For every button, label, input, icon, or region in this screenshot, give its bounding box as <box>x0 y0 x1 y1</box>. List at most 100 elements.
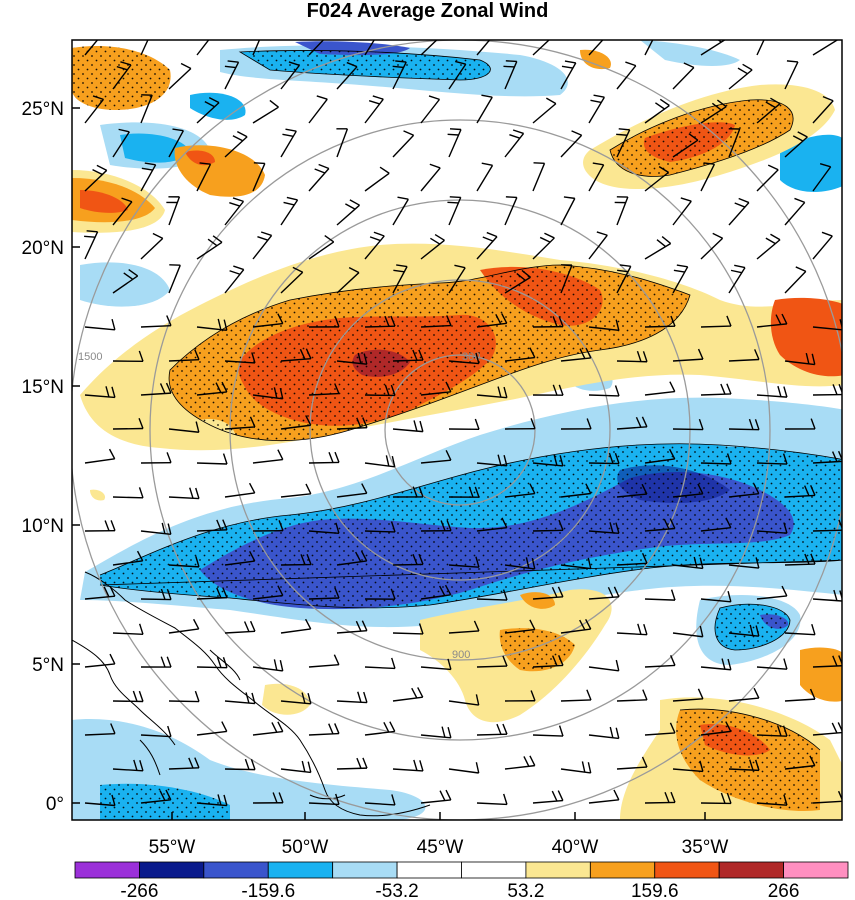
wind-barb <box>560 761 592 774</box>
wind-barb <box>196 721 228 736</box>
wind-barb <box>560 347 592 362</box>
wind-barb <box>784 755 816 770</box>
wind-barb <box>588 319 620 332</box>
wind-barb <box>140 789 172 804</box>
wind-barb <box>504 418 536 430</box>
lon-tick-label: 45°W <box>417 837 464 858</box>
wind-barb <box>812 163 832 192</box>
wind-barb <box>84 386 116 399</box>
wind-barb <box>447 128 462 158</box>
wind-barb <box>140 40 149 56</box>
colorbar-label: -159.6 <box>241 881 295 900</box>
wind-barb <box>504 690 536 702</box>
wind-barb <box>336 620 368 634</box>
wind-barb <box>168 421 200 433</box>
wind-barb <box>812 231 833 260</box>
wind-barb <box>392 349 424 362</box>
map-title: F024 Average Zonal Wind <box>306 0 549 22</box>
wind-barb <box>616 416 648 430</box>
wind-barb <box>112 350 144 363</box>
wind-barb <box>308 95 328 124</box>
wind-barb <box>112 128 130 158</box>
wind-barb <box>336 550 368 566</box>
wind-barb <box>700 453 732 465</box>
wind-barb <box>532 790 564 804</box>
wind-barb <box>168 487 200 500</box>
wind-barb <box>420 163 441 192</box>
colorbar-swatch <box>332 861 398 879</box>
wind-barb <box>700 162 716 192</box>
wind-barb <box>280 415 312 430</box>
wind-barb <box>224 352 256 364</box>
colorbar-label: -266 <box>120 881 158 900</box>
wind-barb <box>448 556 480 568</box>
wind-barb <box>560 418 592 430</box>
ring-label-mid: 900 <box>452 649 470 661</box>
wind-barb <box>644 236 672 260</box>
wind-barb <box>644 655 676 668</box>
wind-barb <box>112 197 133 226</box>
wind-barb <box>812 655 842 668</box>
wind-barb <box>280 618 312 634</box>
wind-barb <box>420 40 438 56</box>
wind-barb <box>812 519 842 532</box>
wind-barb <box>392 130 415 158</box>
wind-barb <box>140 315 172 328</box>
wind-barb <box>504 619 536 634</box>
wind-barb <box>700 792 732 805</box>
wind-barb <box>588 162 605 192</box>
wind-barb <box>756 658 788 670</box>
wind-barb <box>168 757 200 770</box>
wind-barb <box>196 96 220 124</box>
wind-barb <box>616 350 648 363</box>
wind-barb <box>196 381 228 396</box>
wind-barb <box>447 196 462 226</box>
colorbar-label: 159.6 <box>631 881 679 900</box>
wind-barb <box>420 658 452 671</box>
wind-barb <box>224 620 256 634</box>
wind-barb <box>84 585 116 600</box>
colorbar-swatch <box>525 861 591 879</box>
wind-barb <box>224 131 248 158</box>
wind-barb <box>812 384 842 396</box>
wind-barb <box>280 483 312 498</box>
wind-barb <box>364 721 396 736</box>
wind-barb <box>728 418 760 431</box>
wind-barb <box>476 723 508 736</box>
wind-barb <box>140 656 172 668</box>
wind-barb <box>728 63 753 90</box>
wind-barb <box>588 94 605 124</box>
wind-barb <box>364 657 396 670</box>
wind-barb <box>672 556 704 570</box>
wind-barb <box>728 624 760 637</box>
colorbar-swatch <box>718 861 784 879</box>
wind-barb <box>560 689 592 702</box>
wind-barb <box>532 97 557 124</box>
wind-barb <box>280 266 304 294</box>
wind-barb <box>280 554 312 566</box>
wind-barb <box>448 620 480 634</box>
wind-barb <box>784 352 816 366</box>
wind-barb <box>448 60 467 90</box>
wind-barb <box>756 164 779 192</box>
wind-barb <box>448 762 480 774</box>
wind-barb <box>756 97 781 124</box>
wind-barb <box>700 232 724 260</box>
wind-barbs <box>84 40 842 807</box>
wind-barb <box>112 623 144 635</box>
wind-barb <box>728 349 760 362</box>
wind-barb <box>308 383 340 396</box>
wind-barb <box>644 98 670 124</box>
wind-barb <box>588 659 620 672</box>
plot-frame <box>71 39 843 821</box>
wind-barb <box>616 128 631 158</box>
wind-barb <box>700 315 732 328</box>
wind-barb <box>756 233 781 260</box>
wind-barb <box>392 196 409 226</box>
wind-barb <box>728 483 760 498</box>
wind-barb <box>614 196 629 226</box>
wind-barb <box>168 690 200 703</box>
lat-tick-label: 10°N <box>22 516 64 537</box>
wind-barb <box>308 723 340 736</box>
wind-barb <box>84 230 99 260</box>
